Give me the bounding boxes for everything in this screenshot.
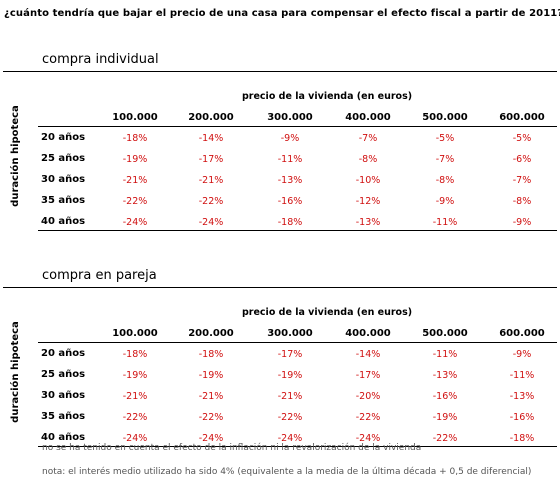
table-cell: -7%: [358, 133, 378, 144]
table-cell: -14%: [355, 349, 381, 360]
table-cell: -19%: [122, 370, 148, 381]
table-cell: -24%: [122, 433, 148, 444]
table-cell: -9%: [280, 133, 300, 144]
row-label: 20 años: [41, 348, 86, 359]
section-divider: [3, 287, 557, 288]
column-header: 100.000: [112, 328, 158, 339]
table-cell: -18%: [122, 133, 148, 144]
table-cell: -13%: [277, 175, 303, 186]
table-cell: -22%: [432, 433, 458, 444]
table-cell: -7%: [435, 154, 455, 165]
row-label: 35 años: [41, 411, 86, 422]
column-header: 600.000: [499, 112, 545, 123]
table-cell: -11%: [432, 217, 458, 228]
section-title: compra en pareja: [42, 268, 157, 283]
column-header: 200.000: [188, 112, 234, 123]
table-cell: -16%: [432, 391, 458, 402]
table-cell: -12%: [355, 196, 381, 207]
table-cell: -19%: [122, 154, 148, 165]
column-header: 100.000: [112, 112, 158, 123]
table-bottom-divider: [38, 446, 557, 447]
page-title: ¿cuánto tendría que bajar el precio de u…: [4, 8, 560, 19]
table-cell: -22%: [277, 412, 303, 423]
table-bottom-divider: [38, 230, 557, 231]
table-cell: -18%: [198, 349, 224, 360]
table-cell: -9%: [512, 349, 532, 360]
table-cell: -13%: [509, 391, 535, 402]
column-header: 600.000: [499, 328, 545, 339]
table-cell: -9%: [512, 217, 532, 228]
header-divider: [38, 342, 557, 343]
footnote-interest: nota: el interés medio utilizado ha sido…: [42, 467, 532, 477]
table-cell: -24%: [198, 217, 224, 228]
table-cell: -17%: [198, 154, 224, 165]
table-cell: -5%: [512, 133, 532, 144]
column-header: 500.000: [422, 328, 468, 339]
table-cell: -20%: [355, 391, 381, 402]
table-cell: -22%: [122, 412, 148, 423]
row-label: 25 años: [41, 369, 86, 380]
table-cell: -22%: [198, 412, 224, 423]
table-cell: -8%: [435, 175, 455, 186]
table-cell: -11%: [277, 154, 303, 165]
table-cell: -5%: [435, 133, 455, 144]
column-header: 400.000: [345, 112, 391, 123]
row-axis-label: duración hipoteca: [10, 105, 21, 207]
table-cell: -11%: [509, 370, 535, 381]
table-section-pareja: compra en pareja precio de la vivienda (e…: [0, 268, 560, 447]
row-label: 40 años: [41, 432, 86, 443]
table-cell: -24%: [198, 433, 224, 444]
row-label: 30 años: [41, 174, 86, 185]
table-cell: -21%: [277, 391, 303, 402]
table-cell: -24%: [277, 433, 303, 444]
table-cell: -21%: [198, 391, 224, 402]
table-cell: -18%: [277, 217, 303, 228]
table-cell: -22%: [198, 196, 224, 207]
footnote-inflation: no se ha tenido en cuenta el efecto de l…: [42, 443, 422, 453]
row-axis-label: duración hipoteca: [10, 321, 21, 423]
section-divider: [3, 71, 557, 72]
column-group-header: precio de la vivienda (en euros): [242, 91, 413, 102]
table-section-individual: compra individual precio de la vivienda (…: [0, 52, 560, 231]
table-cell: -13%: [355, 217, 381, 228]
table-cell: -10%: [355, 175, 381, 186]
table-cell: -8%: [512, 196, 532, 207]
column-header: 300.000: [267, 112, 313, 123]
table-cell: -18%: [509, 433, 535, 444]
table-cell: -17%: [355, 370, 381, 381]
header-divider: [38, 126, 557, 127]
table-cell: -21%: [122, 391, 148, 402]
table-cell: -21%: [198, 175, 224, 186]
row-label: 25 años: [41, 153, 86, 164]
table-cell: -9%: [435, 196, 455, 207]
table-cell: -16%: [509, 412, 535, 423]
table-cell: -8%: [358, 154, 378, 165]
table-cell: -14%: [198, 133, 224, 144]
table-cell: -18%: [122, 349, 148, 360]
row-label: 30 años: [41, 390, 86, 401]
table-cell: -19%: [432, 412, 458, 423]
table-cell: -22%: [122, 196, 148, 207]
column-header: 400.000: [345, 328, 391, 339]
table-cell: -21%: [122, 175, 148, 186]
table-cell: -24%: [122, 217, 148, 228]
table-cell: -19%: [277, 370, 303, 381]
table-cell: -13%: [432, 370, 458, 381]
table-cell: -6%: [512, 154, 532, 165]
row-label: 35 años: [41, 195, 86, 206]
table-cell: -17%: [277, 349, 303, 360]
table-cell: -11%: [432, 349, 458, 360]
table-cell: -22%: [355, 412, 381, 423]
column-header: 200.000: [188, 328, 234, 339]
table-cell: -7%: [512, 175, 532, 186]
column-header: 500.000: [422, 112, 468, 123]
table-cell: -19%: [198, 370, 224, 381]
column-group-header: precio de la vivienda (en euros): [242, 307, 413, 318]
column-header: 300.000: [267, 328, 313, 339]
row-label: 20 años: [41, 132, 86, 143]
table-cell: -24%: [355, 433, 381, 444]
row-label: 40 años: [41, 216, 86, 227]
table-cell: -16%: [277, 196, 303, 207]
section-title: compra individual: [42, 52, 159, 67]
